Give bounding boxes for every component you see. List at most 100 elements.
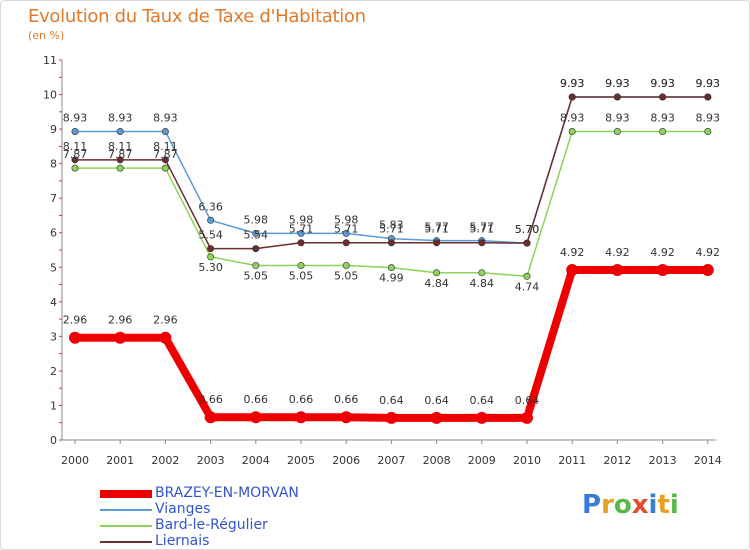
data-point (659, 128, 667, 136)
data-point (523, 272, 531, 280)
data-point (704, 128, 712, 136)
legend-label: Liernais (155, 533, 210, 549)
legend-label: BRAZEY-EN-MORVAN (155, 485, 299, 501)
legend-swatch (100, 509, 152, 511)
data-point (295, 411, 307, 424)
data-label: 2.96 (108, 314, 133, 327)
data-label: 5.71 (424, 223, 449, 236)
data-label: 4.74 (515, 280, 540, 293)
data-label: 8.93 (696, 112, 721, 125)
data-point (566, 264, 579, 277)
data-label: 8.93 (153, 112, 178, 125)
data-label: 0.66 (334, 393, 359, 406)
data-label: 4.84 (424, 277, 449, 290)
data-point (161, 164, 169, 172)
data-label: 9.93 (560, 77, 585, 90)
y-tick-label: 10 (43, 89, 57, 102)
data-label: 2.96 (153, 314, 178, 327)
data-label: 0.66 (289, 393, 314, 406)
data-label: 5.77 (424, 221, 449, 234)
data-point (387, 239, 395, 247)
data-label: 5.98 (289, 213, 314, 226)
data-label: 8.93 (108, 112, 133, 125)
data-point (297, 262, 305, 270)
y-tick-label: 4 (50, 296, 57, 309)
legend-swatch (100, 525, 152, 527)
data-label: 5.54 (198, 229, 223, 242)
data-label: 4.92 (605, 246, 630, 259)
data-point (523, 239, 531, 247)
data-label: 9.93 (560, 77, 585, 90)
data-label: 4.92 (650, 246, 675, 259)
y-tick-label: 1 (50, 399, 57, 412)
data-point (71, 128, 79, 136)
x-tick-label: 2011 (558, 454, 586, 467)
x-tick-label: 2012 (603, 454, 631, 467)
data-point (249, 411, 262, 424)
data-label: 8.11 (153, 140, 178, 153)
x-tick-label: 2002 (151, 454, 179, 467)
data-label: 8.11 (108, 140, 133, 153)
data-label: 8.93 (63, 112, 88, 125)
logo-letter: i (648, 490, 658, 520)
data-label: 9.93 (605, 77, 630, 90)
data-label: 6.36 (198, 200, 223, 213)
data-point (611, 264, 624, 277)
y-tick-label: 9 (50, 123, 57, 136)
data-point (387, 264, 395, 272)
data-label: 5.98 (334, 213, 359, 226)
data-label: 4.92 (560, 246, 585, 259)
y-tick-label: 3 (50, 330, 57, 343)
data-label: 8.93 (560, 112, 585, 125)
data-point (116, 164, 124, 172)
x-tick-label: 2009 (468, 454, 496, 467)
data-point (568, 93, 576, 101)
logo-letter: x (631, 490, 649, 520)
chart-title: Evolution du Taux de Taxe d'Habitation (28, 6, 366, 27)
data-point (701, 264, 714, 277)
data-label: 8.93 (650, 112, 675, 125)
data-label: 0.66 (198, 393, 223, 406)
y-tick-label: 2 (50, 365, 57, 378)
data-label: 7.87 (108, 148, 133, 161)
logo-letter: r (601, 490, 614, 520)
legend-swatch (100, 541, 152, 543)
x-tick-label: 2001 (106, 454, 134, 467)
data-label: 5.71 (470, 223, 495, 236)
data-label: 5.54 (244, 229, 269, 242)
x-tick-label: 2004 (242, 454, 270, 467)
data-label: 0.64 (379, 394, 404, 407)
data-point (342, 229, 350, 237)
data-point (478, 269, 486, 277)
data-point (71, 156, 79, 164)
logo-letter: P (582, 490, 602, 520)
y-tick-label: 8 (50, 158, 57, 171)
data-label: 5.05 (289, 270, 314, 283)
data-point (430, 411, 443, 424)
data-point (252, 229, 260, 237)
legend-swatch (100, 490, 152, 498)
data-label: 4.84 (470, 277, 495, 290)
x-tick-label: 2014 (694, 454, 722, 467)
data-point (613, 128, 621, 136)
data-label: 9.93 (650, 77, 675, 90)
data-point (433, 239, 441, 247)
data-label: 5.77 (470, 221, 495, 234)
x-tick-label: 2000 (61, 454, 89, 467)
data-point (159, 331, 172, 344)
data-label: 0.64 (470, 394, 495, 407)
legend-label: Vianges (155, 501, 211, 517)
data-point (297, 229, 305, 237)
data-point (207, 253, 215, 261)
data-point (659, 93, 667, 101)
x-tick-label: 2005 (287, 454, 315, 467)
data-label: 5.71 (379, 223, 404, 236)
y-tick-label: 11 (43, 54, 57, 67)
data-label: 5.05 (244, 270, 269, 283)
data-label: 4.99 (379, 272, 404, 285)
data-point (342, 239, 350, 247)
data-label: 9.93 (696, 77, 721, 90)
data-label: 5.98 (244, 213, 269, 226)
data-label: 9.93 (696, 77, 721, 90)
logo-letter: i (669, 490, 679, 520)
